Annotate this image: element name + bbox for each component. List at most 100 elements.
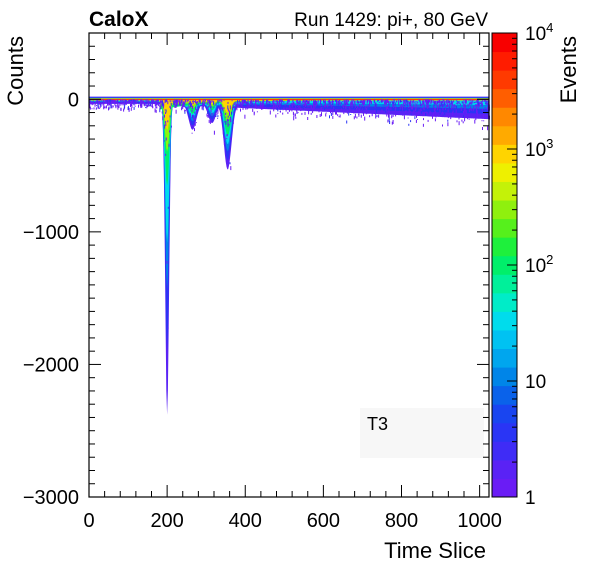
noise-point	[295, 105, 297, 109]
noise-point	[405, 110, 407, 113]
noise-point	[420, 110, 422, 114]
noise-point	[449, 103, 451, 105]
noise-point	[187, 99, 189, 102]
noise-point	[254, 103, 256, 105]
noise-point	[465, 99, 467, 103]
noise-point	[262, 107, 264, 109]
colorbar-label: Events	[556, 36, 581, 103]
noise-point	[260, 105, 262, 109]
noise-point	[270, 108, 272, 110]
noise-point	[482, 103, 483, 106]
noise-point	[223, 107, 225, 110]
noise-point	[268, 103, 270, 107]
noise-point	[210, 100, 212, 103]
noise-point	[291, 107, 293, 112]
noise-point	[383, 100, 385, 103]
noise-point	[329, 99, 331, 103]
noise-point	[404, 99, 406, 102]
noise-point	[165, 123, 167, 127]
noise-point	[406, 99, 408, 103]
noise-point	[416, 104, 418, 106]
noise-point	[411, 106, 413, 110]
noise-point	[336, 99, 338, 102]
noise-point	[462, 101, 464, 105]
colorbar-segment	[492, 404, 517, 424]
noise-point	[107, 100, 109, 102]
noise-point	[232, 103, 234, 105]
noise-point	[117, 99, 119, 103]
noise-point	[434, 109, 436, 113]
noise-point	[422, 100, 424, 105]
noise-point	[105, 105, 107, 109]
noise-point	[365, 105, 367, 110]
noise-point	[104, 100, 106, 101]
noise-point	[474, 102, 476, 104]
noise-point	[202, 100, 204, 103]
noise-point	[190, 104, 192, 107]
noise-point	[165, 99, 167, 103]
noise-point	[106, 99, 108, 104]
noise-point	[205, 99, 206, 102]
noise-point	[223, 127, 225, 130]
noise-point	[164, 140, 165, 142]
noise-point	[401, 101, 402, 102]
noise-point	[96, 101, 97, 103]
noise-point	[416, 114, 417, 118]
noise-point	[452, 111, 454, 116]
noise-point	[289, 105, 290, 107]
noise-point	[109, 103, 111, 105]
noise-point	[278, 99, 280, 101]
noise-point	[294, 105, 296, 108]
noise-point	[446, 115, 448, 118]
noise-point	[147, 102, 149, 106]
noise-point	[358, 107, 360, 112]
noise-point	[313, 100, 315, 102]
noise-point	[315, 105, 317, 108]
noise-point	[257, 106, 259, 109]
noise-point	[409, 105, 411, 108]
noise-point	[225, 120, 227, 125]
noise-point	[289, 106, 291, 111]
noise-point	[399, 101, 401, 103]
noise-point	[296, 99, 298, 102]
noise-point	[227, 119, 229, 122]
noise-point	[151, 99, 153, 102]
noise-point	[277, 106, 279, 108]
noise-point	[294, 113, 296, 117]
noise-point	[325, 112, 327, 114]
noise-point	[241, 103, 243, 107]
noise-point	[216, 113, 218, 115]
noise-point	[388, 100, 390, 104]
noise-point	[452, 110, 454, 113]
noise-point	[103, 105, 105, 109]
noise-point	[233, 111, 235, 113]
noise-point	[443, 100, 445, 104]
noise-point	[262, 101, 264, 105]
noise-point	[375, 115, 377, 119]
noise-point	[423, 104, 425, 108]
noise-point	[453, 100, 455, 103]
noise-point	[433, 105, 435, 109]
noise-point	[481, 104, 483, 107]
noise-point	[487, 106, 489, 111]
noise-point	[464, 117, 466, 122]
noise-point	[464, 100, 466, 104]
noise-point	[219, 104, 221, 107]
noise-point	[229, 137, 231, 141]
noise-point	[418, 109, 420, 114]
noise-point	[482, 127, 483, 130]
noise-point	[423, 101, 425, 106]
noise-point	[227, 101, 229, 104]
noise-point	[437, 106, 438, 111]
noise-point	[463, 108, 465, 112]
noise-point	[156, 103, 158, 105]
noise-point	[326, 105, 328, 108]
noise-point	[197, 103, 199, 108]
noise-point	[269, 107, 271, 110]
noise-point	[91, 108, 93, 110]
noise-point	[394, 102, 396, 106]
noise-point	[427, 103, 429, 107]
noise-point	[100, 103, 102, 107]
noise-point	[312, 109, 314, 114]
colorbar-segment	[492, 441, 517, 461]
